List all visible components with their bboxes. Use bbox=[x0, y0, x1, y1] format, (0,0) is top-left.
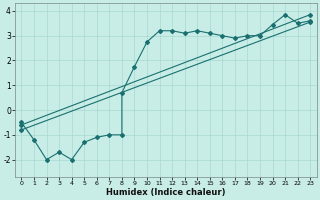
X-axis label: Humidex (Indice chaleur): Humidex (Indice chaleur) bbox=[106, 188, 226, 197]
